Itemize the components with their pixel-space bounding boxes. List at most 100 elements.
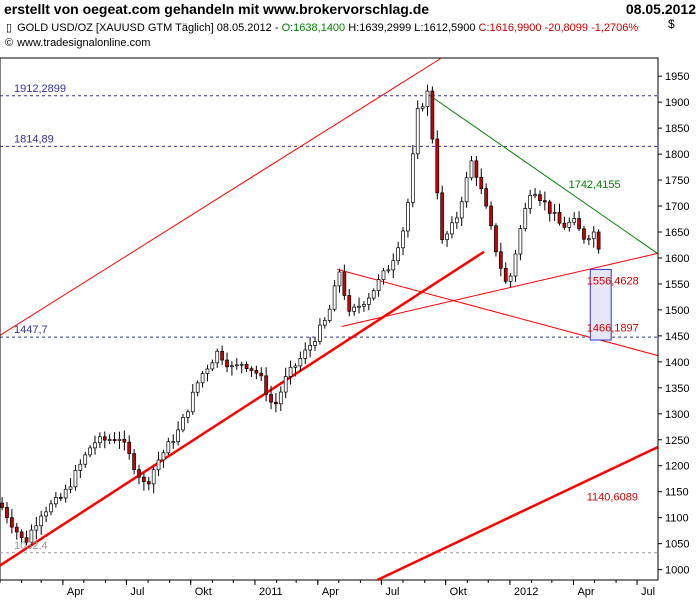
level-label: 1912,2899: [14, 83, 66, 95]
candle-body: [489, 205, 493, 227]
candle-body: [357, 305, 361, 308]
candle-body: [239, 363, 244, 366]
candlestick-series: [0, 84, 601, 546]
candle-body: [127, 441, 132, 454]
candle-body: [63, 488, 68, 499]
high-value: H:1639,2999: [345, 22, 412, 34]
time-axis: Apr Jul Okt 2011 Apr Jul Okt 2012 Apr Jul: [0, 580, 655, 598]
candle-body: [396, 247, 401, 262]
candle-body: [44, 511, 48, 517]
time-tick-label: Jul: [130, 586, 144, 598]
level-label: 1814,89: [14, 133, 54, 145]
value-annotation: 1466,1897: [587, 322, 639, 334]
candle-body: [107, 439, 112, 441]
candle-body: [420, 106, 425, 109]
price-tick-label: 1400: [665, 357, 689, 369]
candle-body: [469, 160, 474, 179]
currency-label: $: [668, 17, 675, 31]
price-axis: $1000 1050 1100 1150 1200 1250 1300 1350 1400 145…: [657, 17, 689, 580]
candle-body: [596, 231, 601, 250]
time-tick-label: Apr: [67, 586, 84, 598]
candle-body: [88, 447, 92, 456]
price-tick-label: 1800: [665, 149, 689, 161]
close-value: C:1616,9900 -20,8099 -1,2706%: [475, 22, 639, 34]
candle-body: [195, 382, 200, 393]
candle-body: [34, 525, 39, 531]
candle-body: [112, 439, 117, 441]
candle-body: [538, 194, 542, 201]
value-annotation: 1556,4628: [587, 276, 639, 288]
candle-body: [293, 365, 298, 368]
candle-body: [562, 222, 567, 228]
candle-body: [259, 372, 264, 377]
candle-body: [381, 270, 386, 280]
chart-title: erstellt von oegeat.com gehandeln mit ww…: [4, 1, 430, 17]
candle-body: [513, 253, 518, 277]
target-zone-box: [589, 268, 612, 341]
candle-body: [78, 463, 83, 471]
candle-body: [156, 459, 161, 471]
candle-body: [83, 454, 88, 465]
candle-body: [283, 376, 288, 393]
candle-body: [73, 470, 78, 488]
candle-body: [591, 231, 596, 240]
candle-body: [542, 200, 547, 203]
candle-body: [567, 221, 572, 228]
candle-body: [376, 279, 381, 292]
value-annotation: 1742,4155: [569, 179, 621, 191]
candle-body: [24, 537, 29, 543]
instrument-icon: ▯: [5, 22, 13, 34]
candle-body: [14, 526, 19, 533]
source-text: www.tradesignalonline.com: [17, 37, 151, 49]
candle-body: [274, 401, 278, 405]
candle-body: [450, 222, 454, 235]
candle-body: [58, 497, 63, 499]
candle-body: [137, 469, 141, 478]
candle-body: [234, 364, 239, 367]
candle-body: [117, 438, 122, 441]
candle-body: [98, 436, 102, 444]
candle-body: [161, 452, 166, 461]
candle-body: [269, 394, 273, 403]
source-line: © www.tradesignalonline.com: [4, 37, 150, 49]
candle-body: [200, 373, 205, 384]
candle-body: [249, 368, 254, 371]
candle-body: [308, 345, 312, 351]
candle-body: [572, 218, 577, 223]
candle-body: [230, 365, 234, 368]
candle-body: [49, 503, 53, 513]
candle-body: [278, 391, 283, 405]
candle-body: [523, 208, 528, 229]
price-tick-label: 1150: [665, 487, 689, 499]
level-label: 1447,7: [14, 324, 48, 336]
level-label: 1032,4: [14, 540, 48, 552]
candle-body: [142, 476, 146, 482]
trendline-fan-upper: [341, 252, 659, 328]
candle-body: [454, 217, 459, 224]
candle-body: [503, 267, 508, 282]
candle-body: [342, 271, 347, 296]
price-tick-label: 1950: [665, 71, 689, 83]
candle-body: [322, 320, 327, 326]
time-tick-label: Apr: [577, 586, 594, 598]
candle-body: [352, 306, 356, 312]
candle-body: [39, 515, 44, 527]
price-tick-label: 1050: [665, 539, 689, 551]
candle-body: [391, 260, 396, 271]
price-tick-label: 1750: [665, 175, 689, 187]
candle-body: [176, 429, 180, 443]
candle-body: [93, 442, 97, 449]
candle-body: [210, 362, 215, 370]
candle-body: [410, 153, 415, 203]
candle-body: [205, 368, 210, 374]
candle-body: [430, 90, 435, 140]
price-tick-label: 1550: [665, 279, 689, 291]
candle-body: [254, 370, 259, 374]
time-tick-label: Apr: [322, 586, 339, 598]
candle-body: [557, 212, 562, 224]
copyright-icon: ©: [4, 37, 14, 49]
candle-body: [102, 436, 107, 441]
candle-body: [435, 138, 440, 194]
price-tick-label: 1700: [665, 201, 689, 213]
price-tick-label: 1850: [665, 123, 689, 135]
